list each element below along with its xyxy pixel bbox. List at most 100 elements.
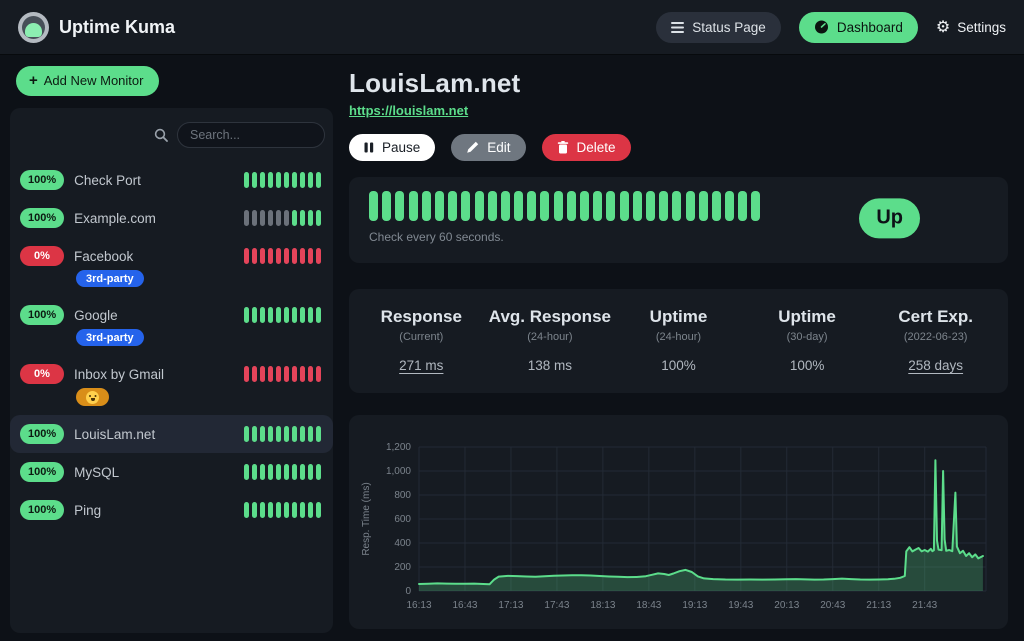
- stat-value[interactable]: 258 days: [908, 358, 964, 373]
- beat-up: [292, 210, 297, 226]
- beat-up: [500, 191, 510, 221]
- heartbeat-mini-bar: [244, 464, 321, 480]
- beat-empty: [244, 210, 249, 226]
- monitor-url-link[interactable]: https://louislam.net: [349, 103, 469, 118]
- monitor-list-item[interactable]: 100% Google 3rd-party: [10, 296, 333, 355]
- trash-icon: [557, 141, 568, 154]
- monitor-tag: 3rd-party: [76, 329, 144, 346]
- beat-down: [252, 248, 257, 264]
- beat-up: [276, 172, 281, 188]
- beat-up: [300, 464, 305, 480]
- monitor-tag: 3rd-party: [76, 270, 144, 287]
- beat-up: [461, 191, 471, 221]
- uptime-badge: 100%: [20, 208, 65, 228]
- beat-up: [738, 191, 748, 221]
- beat-up: [487, 191, 497, 221]
- monitor-name: Facebook: [74, 248, 134, 264]
- beat-up: [244, 464, 249, 480]
- y-axis-label: Resp. Time (ms): [361, 482, 372, 555]
- status-page-button[interactable]: Status Page: [656, 11, 781, 43]
- heartbeat-mini-bar: [244, 502, 321, 518]
- beat-down: [300, 366, 305, 382]
- monitor-list-item[interactable]: 100% Example.com: [10, 199, 333, 237]
- beat-up: [244, 502, 249, 518]
- pause-icon: [364, 142, 374, 153]
- uptime-kuma-logo-icon: [18, 11, 49, 43]
- monitor-list-item[interactable]: 100% LouisLam.net: [10, 415, 333, 453]
- beat-up: [300, 307, 305, 323]
- search-input[interactable]: [177, 122, 325, 148]
- beat-up: [276, 307, 281, 323]
- uptime-badge: 0%: [20, 364, 64, 384]
- beat-up: [632, 191, 642, 221]
- beat-up: [408, 191, 418, 221]
- plus-icon: +: [29, 71, 38, 89]
- beat-up: [308, 464, 313, 480]
- beat-down: [260, 366, 265, 382]
- beat-empty: [268, 210, 273, 226]
- beat-up: [316, 464, 321, 480]
- uptime-badge: 100%: [20, 500, 65, 520]
- beat-up: [284, 426, 289, 442]
- stat-subtitle: (24-hour): [527, 331, 573, 343]
- svg-text:0: 0: [405, 586, 411, 597]
- stat-subtitle: (24-hour): [655, 331, 702, 343]
- stat-title: Cert Exp.: [898, 307, 973, 326]
- beat-up: [260, 307, 265, 323]
- app-brand[interactable]: Uptime Kuma: [18, 11, 176, 43]
- edit-label: Edit: [487, 140, 511, 155]
- tag-line: 3rd-party: [76, 329, 321, 346]
- svg-text:20:13: 20:13: [774, 600, 799, 611]
- stat-title: Uptime: [778, 307, 836, 326]
- edit-button[interactable]: Edit: [451, 134, 526, 161]
- beat-up: [566, 191, 576, 221]
- add-new-monitor-button[interactable]: + Add New Monitor: [16, 66, 160, 96]
- heartbeat-card: Check every 60 seconds. Up: [349, 177, 1008, 263]
- beat-up: [292, 307, 297, 323]
- stat-column: Cert Exp. (2022-06-23) 258 days: [871, 307, 1000, 373]
- stat-column: Uptime (30-day) 100%: [743, 307, 872, 373]
- settings-button[interactable]: ⚙ Settings: [936, 17, 1006, 37]
- beat-up: [474, 191, 484, 221]
- heartbeat-mini-bar: [244, 366, 321, 382]
- search-row: [10, 108, 333, 161]
- stat-subtitle: (30-day): [786, 331, 828, 343]
- pause-button[interactable]: Pause: [349, 134, 436, 161]
- uptime-badge: 0%: [20, 246, 64, 266]
- beat-down: [252, 366, 257, 382]
- beat-up: [292, 464, 297, 480]
- beat-down: [292, 366, 297, 382]
- stat-value[interactable]: 271 ms: [399, 358, 444, 373]
- svg-text:800: 800: [394, 490, 411, 501]
- page-title: LouisLam.net: [349, 68, 521, 98]
- monitor-list-item[interactable]: 0% Inbox by Gmail: [10, 355, 333, 415]
- navbar: Uptime Kuma Status Page Dashboard ⚙ Sett…: [0, 0, 1024, 54]
- delete-button[interactable]: Delete: [541, 134, 631, 161]
- beat-down: [284, 248, 289, 264]
- beat-up: [300, 426, 305, 442]
- beat-up: [308, 210, 313, 226]
- svg-text:600: 600: [394, 514, 411, 525]
- app-title: Uptime Kuma: [59, 16, 176, 37]
- stats-card: Response (Current) 271 ms Avg. Response …: [349, 289, 1008, 393]
- heartbeat-mini-bar: [244, 307, 321, 323]
- beat-up: [276, 502, 281, 518]
- beat-up: [593, 191, 603, 221]
- monitor-list-item[interactable]: 100% Ping: [10, 491, 333, 529]
- beat-up: [252, 307, 257, 323]
- beat-up: [260, 172, 265, 188]
- dashboard-button[interactable]: Dashboard: [798, 11, 918, 43]
- heartbeat-mini-bar: [244, 426, 321, 442]
- beat-up: [268, 464, 273, 480]
- loudly-crying-face-icon: [86, 390, 99, 404]
- beat-up: [711, 191, 721, 221]
- heartbeat-mini-bar: [244, 248, 321, 264]
- monitor-list-item[interactable]: 0% Facebook 3rd-party: [10, 237, 333, 296]
- monitor-list-item[interactable]: 100% MySQL: [10, 453, 333, 491]
- monitor-list-item[interactable]: 100% Check Port: [10, 161, 333, 199]
- beat-up: [268, 426, 273, 442]
- monitor-name: Inbox by Gmail: [74, 366, 165, 382]
- beat-up: [300, 210, 305, 226]
- monitor-name: Google: [74, 307, 118, 323]
- beat-up: [252, 464, 257, 480]
